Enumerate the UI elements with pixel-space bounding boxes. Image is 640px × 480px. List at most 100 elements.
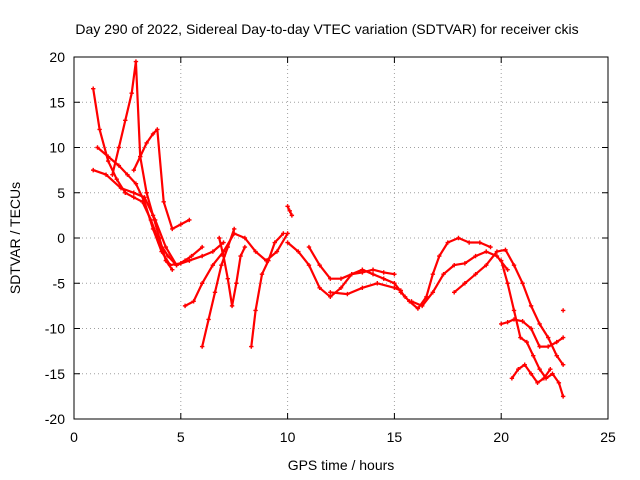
data-point — [178, 261, 183, 266]
y-tick-label: -15 — [45, 366, 65, 382]
data-point — [537, 344, 542, 349]
series-line — [218, 236, 246, 307]
data-point — [541, 376, 547, 381]
data-point — [306, 244, 312, 250]
data-point — [110, 172, 115, 177]
data-point — [234, 281, 239, 286]
data-point — [511, 317, 517, 322]
data-point — [518, 335, 523, 340]
data-point — [511, 308, 517, 313]
data-point — [178, 222, 183, 227]
data-point — [242, 244, 248, 250]
data-point — [509, 376, 515, 381]
series-arc-18 — [499, 317, 566, 349]
data-point — [528, 326, 534, 331]
grid — [74, 57, 608, 419]
data-point — [163, 244, 169, 250]
y-tick-label: -5 — [53, 275, 66, 291]
data-point — [229, 303, 235, 309]
x-tick-label: 0 — [70, 429, 78, 445]
data-point — [360, 285, 365, 290]
data-point — [249, 344, 254, 349]
data-point — [142, 199, 147, 204]
data-point — [545, 344, 551, 349]
data-point — [462, 261, 468, 266]
x-tick-label: 25 — [600, 429, 616, 445]
data-point — [221, 253, 226, 259]
data-point — [238, 253, 243, 259]
data-point — [328, 290, 333, 295]
series-arc-10 — [285, 204, 295, 218]
data-point — [131, 167, 137, 173]
data-point — [95, 145, 100, 150]
data-point — [445, 240, 450, 245]
data-point — [285, 231, 290, 236]
data-point — [520, 319, 525, 324]
data-point — [259, 272, 265, 277]
data-point — [392, 285, 397, 290]
y-tick-label: -10 — [45, 321, 65, 337]
x-tick-label: 10 — [280, 429, 296, 445]
data-point — [505, 267, 510, 272]
data-point — [550, 371, 555, 376]
series-line — [250, 232, 285, 348]
data-point — [187, 217, 192, 223]
data-point — [97, 127, 102, 132]
data-point — [409, 299, 414, 304]
series-arc-17 — [499, 258, 566, 399]
data-point — [554, 339, 559, 345]
data-point — [91, 86, 96, 91]
data-point — [398, 290, 404, 295]
data-point — [150, 213, 156, 218]
data-point — [520, 281, 525, 286]
data-point — [548, 367, 553, 372]
data-point — [560, 308, 566, 313]
data-point — [328, 294, 333, 300]
series-arc-14 — [398, 235, 493, 311]
data-point — [560, 394, 566, 399]
series-line — [286, 241, 407, 298]
data-point — [494, 249, 500, 254]
series-line — [500, 318, 565, 348]
data-point — [285, 204, 290, 209]
series-arc-20 — [560, 308, 566, 313]
y-axis-label: SDTVAR / TECUs — [7, 182, 23, 294]
data-point — [289, 213, 295, 218]
data-series — [91, 59, 566, 399]
data-point — [150, 226, 156, 232]
data-point — [105, 158, 111, 164]
data-point — [199, 281, 205, 286]
data-point — [522, 362, 527, 367]
data-point — [484, 249, 489, 254]
data-point — [91, 167, 96, 173]
series-line — [184, 232, 289, 307]
data-point — [473, 272, 478, 277]
data-point — [537, 321, 542, 327]
data-point — [349, 272, 354, 277]
data-point — [199, 344, 205, 349]
data-point — [225, 276, 230, 281]
data-point — [191, 299, 196, 304]
data-point — [437, 253, 442, 259]
data-point — [266, 258, 271, 263]
data-point — [114, 176, 119, 182]
data-point — [242, 235, 248, 241]
series-arc-2 — [91, 167, 226, 268]
data-point — [133, 59, 139, 64]
data-point — [155, 127, 160, 132]
data-point — [328, 276, 333, 281]
data-point — [473, 253, 478, 259]
data-point — [370, 267, 376, 272]
series-arc-11 — [285, 240, 408, 300]
data-point — [531, 353, 536, 358]
data-point — [381, 270, 386, 275]
data-point — [165, 253, 171, 259]
data-point — [118, 186, 124, 191]
data-point — [182, 303, 188, 309]
series-arc-19 — [509, 362, 553, 385]
series-arc-13 — [328, 281, 404, 297]
data-point — [317, 262, 322, 268]
series-arc-5 — [131, 127, 192, 232]
data-point — [287, 208, 292, 214]
data-point — [503, 247, 508, 252]
